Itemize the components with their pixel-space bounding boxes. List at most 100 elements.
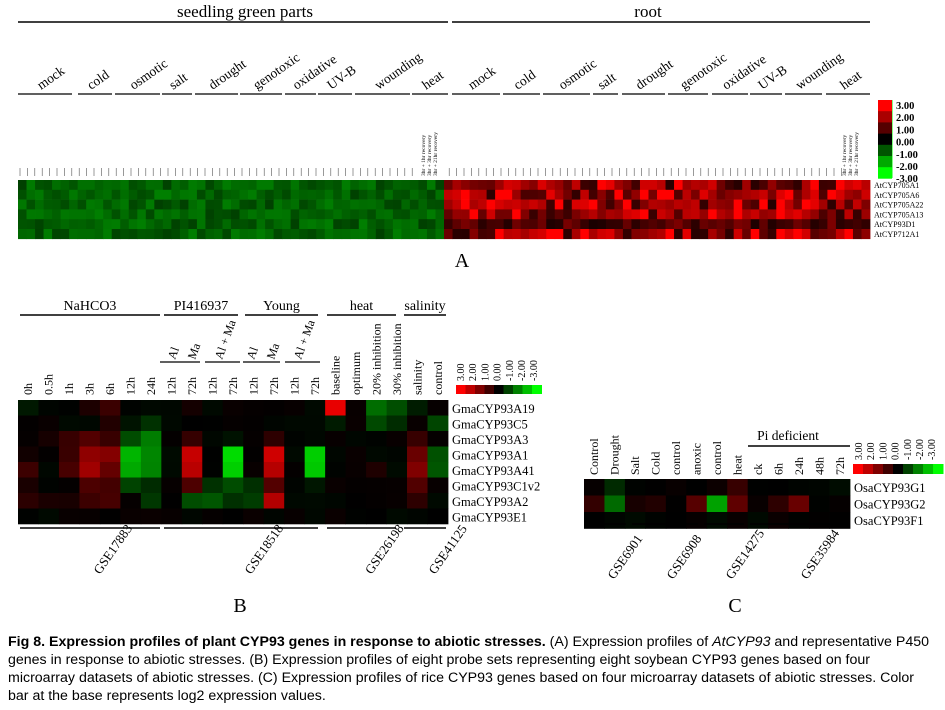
panelA-heatmap-cell (18, 219, 27, 230)
panelA-heatmap-cell (196, 219, 206, 230)
panelB-dataset-label: GSE18518 (241, 521, 286, 576)
panelA-heatmap-cell (367, 209, 377, 220)
panelA-heatmap-cell (818, 219, 828, 230)
panelA-heatmap-cell (154, 189, 164, 200)
panelA-heatmap-cell (665, 209, 675, 220)
panelA-cond-label-seedling: salt (166, 69, 190, 92)
panelA-heatmap-cell (265, 180, 274, 191)
panelA-heatmap-cell (810, 229, 820, 240)
panelA-heatmap-cell (520, 219, 530, 230)
panelB-colorbar-label: 1.00 (480, 364, 491, 382)
panelA-heatmap-cell (367, 180, 377, 191)
panelB-heatmap-cell (304, 431, 326, 447)
panelB-heatmap-cell (38, 462, 60, 478)
panelA-heatmap-cell (699, 180, 709, 191)
panelB-heatmap-cell (345, 431, 367, 447)
panelA-heatmap-cell (137, 199, 147, 210)
panelA-heatmap-cell (801, 219, 811, 230)
panelA-heatmap-cell (35, 219, 44, 230)
panelA-heatmap-cell (86, 229, 96, 240)
panelC-heatmap-cell (788, 479, 810, 496)
panelA-heatmap-cell (196, 189, 206, 200)
panelA-heatmap-cell (665, 180, 675, 191)
panelA-cond-label-seedling: heat (419, 67, 446, 92)
panelC-colorbar-label: 1.00 (878, 443, 889, 461)
panelB-treatment-label: Ma (185, 341, 204, 361)
panelB-heatmap-cell (284, 431, 306, 447)
panelC-heatmap-cell (604, 495, 626, 513)
panelB-heatmap-cell (161, 400, 183, 416)
panelA-heatmap-cell (708, 180, 718, 191)
panelA-heatmap-cell (665, 199, 675, 210)
panelA-heatmap-cell (265, 199, 274, 210)
panelA-cond-label-root: salt (595, 69, 619, 92)
panelA-heatmap-cell (716, 229, 726, 240)
panelC-column-label: 48h (812, 457, 826, 475)
panelA-heatmap-cell (179, 180, 189, 191)
panelB-heatmap-cell (202, 508, 224, 525)
panelB-heatmap-cell (263, 493, 285, 509)
panelA-heatmap-cell (86, 209, 96, 220)
panelA-heatmap-cell (248, 180, 257, 191)
panelA-heatmap-cell (639, 189, 649, 200)
panelA-heatmap-cell (94, 199, 104, 210)
panelB-heatmap-cell (263, 508, 285, 525)
panelA-heatmap-cell (69, 180, 79, 191)
panelA-heatmap-cell (844, 209, 854, 220)
panelA-heatmap-cell (35, 229, 44, 240)
panelC-gene-label: OsaCYP93G1 (854, 481, 926, 495)
panelA-heatmap-cell (324, 189, 334, 200)
panelA-heatmap-cell (375, 209, 385, 220)
panelC-heatmap-cell (768, 512, 790, 529)
panelA-heatmap-cell (674, 199, 683, 210)
panelA-heatmap-cell (307, 180, 317, 191)
panelB-heatmap-cell (222, 508, 244, 525)
panelA-heatmap-cell (290, 199, 300, 210)
panelB-gene-label: GmaCYP93A19 (452, 402, 535, 416)
panelA-heatmap-cell (307, 209, 317, 220)
panelA-heatmap-cell (750, 180, 760, 191)
panelB-heatmap-cell (140, 400, 162, 416)
panelA-heatmap-cell (60, 189, 70, 200)
panelA-heatmap-cell (529, 229, 539, 240)
panelA-heatmap-cell (367, 229, 377, 240)
panelA-heatmap-cell (418, 229, 428, 240)
panelB-heatmap-cell (38, 477, 60, 494)
panelA-heatmap-cell (648, 219, 658, 230)
panelB-heatmap-cell (386, 462, 408, 478)
panelB-column-label: baseline (328, 356, 342, 395)
panelA-heatmap-cell (444, 219, 453, 230)
panelA-heatmap-cell (486, 219, 496, 230)
panelC-heatmap-cell (604, 479, 626, 496)
panelA-heatmap-cell (776, 180, 786, 191)
panelA-heatmap-cell (205, 209, 215, 220)
panelA-heatmap-cell (188, 199, 198, 210)
panelA-heatmap-cell (26, 219, 36, 230)
panelB-heatmap-cell (386, 477, 408, 494)
panelA-heatmap-cell (179, 199, 189, 210)
panelA-heatmap-cell (273, 189, 283, 200)
panelA-heatmap-cell (818, 189, 828, 200)
panelB-heatmap-cell (304, 493, 326, 509)
panelC-heatmap-cell (686, 512, 708, 529)
panelA-heatmap-cell (852, 199, 862, 210)
panelB-column-label: optimum (349, 351, 363, 395)
panelA-heatmap-cell (282, 189, 292, 200)
panelB-heatmap-cell (304, 462, 326, 478)
panelA-heatmap-cell (665, 189, 675, 200)
panelA-heatmap-cell (716, 199, 726, 210)
panelC-heatmap-cell (747, 495, 769, 513)
panelA-heatmap-cell (145, 219, 155, 230)
panelA-heatmap-cell (435, 209, 445, 220)
panelB-heatmap-cell (284, 508, 306, 525)
panelA-heatmap-cell (171, 209, 181, 220)
panelA-heatmap-cell (716, 209, 726, 220)
panelA-heatmap-cell (375, 219, 385, 230)
panelA-heatmap-cell (725, 199, 735, 210)
panelA-heatmap-cell (273, 229, 283, 240)
panelA-heatmap-cell (495, 209, 505, 220)
panelA-heatmap-cell (639, 199, 649, 210)
panelA-heatmap-cell (665, 229, 675, 240)
panelA-heatmap-cell (597, 229, 607, 240)
panelA-heatmap-cell (631, 209, 641, 220)
